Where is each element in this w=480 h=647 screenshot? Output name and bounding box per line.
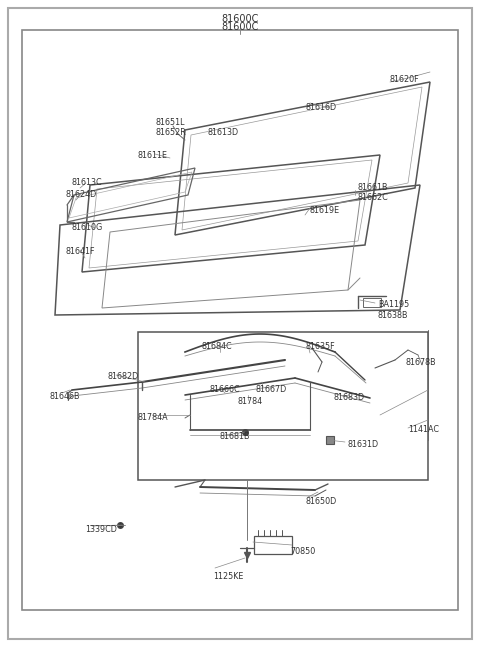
Text: 81651L: 81651L [155, 118, 184, 127]
Text: 81600C: 81600C [221, 22, 259, 32]
Text: 1125KE: 1125KE [213, 572, 243, 581]
Text: 81619E: 81619E [310, 206, 340, 215]
Text: 1339CD: 1339CD [85, 525, 117, 534]
Text: 81784: 81784 [238, 397, 263, 406]
Text: 81683D: 81683D [333, 393, 364, 402]
Text: 81611E: 81611E [138, 151, 168, 160]
Bar [22, 30, 458, 610]
Text: 81650D: 81650D [306, 497, 337, 506]
Text: 81666C: 81666C [210, 385, 240, 394]
Text: 81662C: 81662C [358, 193, 389, 202]
Text: 81652R: 81652R [155, 128, 186, 137]
Text: 81616D: 81616D [305, 103, 336, 112]
Text: 81682D: 81682D [108, 372, 139, 381]
Text: 81631D: 81631D [348, 440, 379, 449]
Text: 81600C: 81600C [221, 14, 259, 24]
Text: 81681B: 81681B [220, 432, 251, 441]
Text: 81678B: 81678B [405, 358, 436, 367]
Text: 81613C: 81613C [72, 178, 103, 187]
Text: BA1195: BA1195 [378, 300, 409, 309]
Text: 81784A: 81784A [138, 413, 168, 422]
Bar [138, 332, 428, 480]
Text: 81620F: 81620F [390, 75, 420, 84]
Text: 81638B: 81638B [378, 311, 408, 320]
Text: 81646B: 81646B [50, 392, 81, 401]
Bar [254, 536, 292, 554]
Text: 81641F: 81641F [65, 247, 95, 256]
Text: 81635F: 81635F [306, 342, 336, 351]
Text: 81610G: 81610G [72, 223, 103, 232]
Text: 81667D: 81667D [255, 385, 286, 394]
Text: 1141AC: 1141AC [408, 425, 439, 434]
Text: 81684C: 81684C [202, 342, 233, 351]
Text: 81661B: 81661B [358, 183, 388, 192]
Bar [363, 298, 381, 307]
Text: 81613D: 81613D [208, 128, 239, 137]
Text: 81624D: 81624D [65, 190, 96, 199]
Text: 70850: 70850 [290, 547, 315, 556]
